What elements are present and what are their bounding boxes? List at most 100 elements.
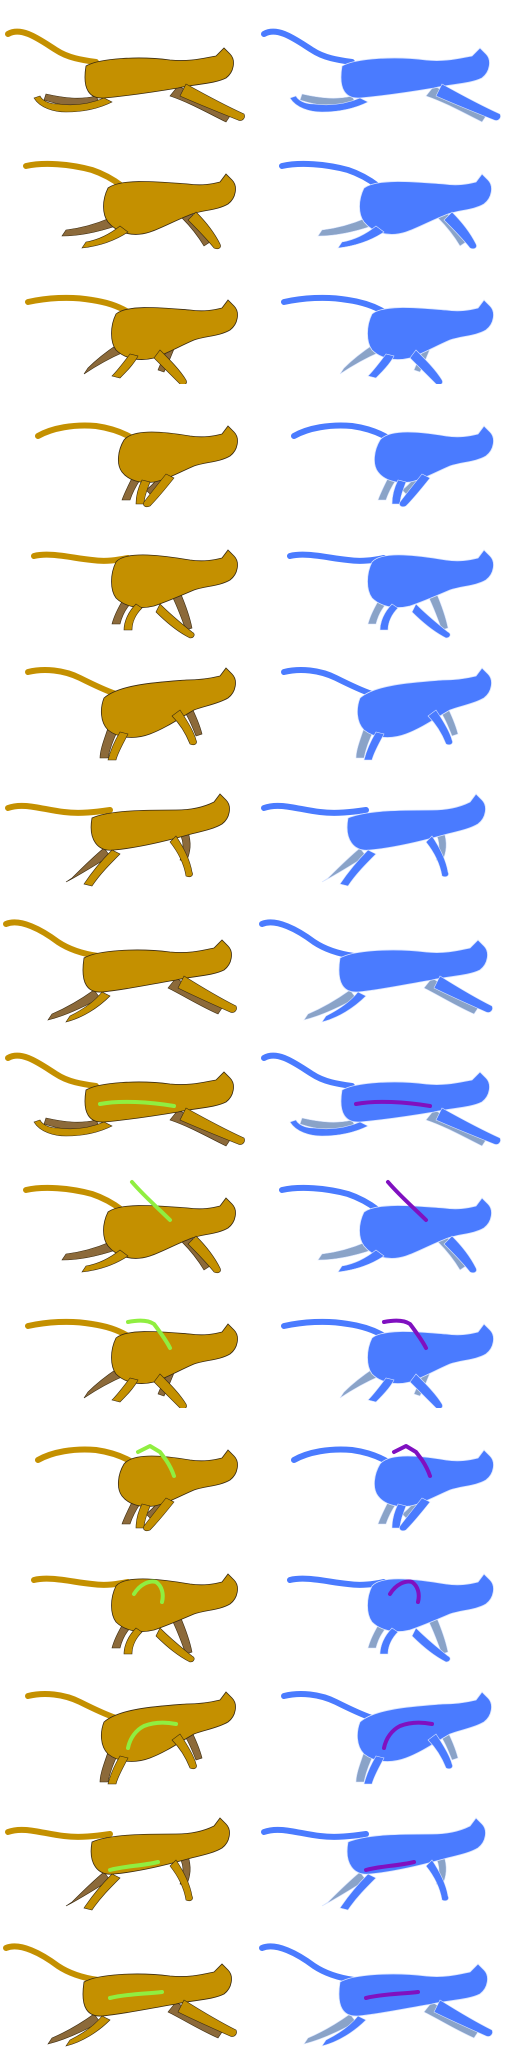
tan-cougar-far-hind-leg (121, 1501, 141, 1525)
blue-cougar-frame-4 (256, 384, 512, 512)
tan-cougar-frame-canvas (25, 294, 238, 384)
blue-cougar-sprite (281, 667, 492, 761)
tan-cougar-body (111, 1323, 238, 1384)
tan-cougar-far-hind-leg (47, 989, 101, 1021)
blue-cougar-frame-5 (256, 512, 512, 640)
tan-cougar-near-front-leg (143, 1497, 175, 1532)
blue-cougar-body (367, 1573, 494, 1632)
tan-cougar-near-front-leg (143, 473, 175, 508)
blue-cougar-near-hind-leg (363, 1755, 385, 1785)
tan-cougar-frame-canvas (25, 1318, 238, 1408)
blue-cougar-tail (261, 1826, 369, 1840)
blue-cougar-near-hind-leg (289, 95, 369, 113)
blue-cougar-far-hind-leg (377, 1501, 397, 1525)
tan-cougar-tail (5, 802, 113, 816)
tan-cougar-frame-8 (0, 896, 256, 1024)
tan-cougar-frame-13 (0, 1536, 256, 1664)
tan-cougar-body (111, 299, 238, 360)
tan-cougar-sprite (35, 1446, 238, 1532)
tan-cougar-near-hind-leg (65, 2015, 111, 2047)
blue-cougar-sprite (279, 160, 492, 250)
blue-cougar-near-front-leg (435, 83, 501, 121)
blue-cougar-sprite (259, 1943, 493, 2047)
blue-cougar-near-front-leg (427, 709, 453, 746)
blue-cougar-near-hind-leg (367, 353, 395, 379)
blue-cougar-body (367, 1323, 494, 1384)
tan-cougar-near-front-leg (153, 1373, 187, 1408)
blue-cougar-sprite (261, 793, 486, 887)
tan-cougar-tail (23, 160, 125, 189)
blue-cougar-near-hind-leg (339, 1873, 377, 1911)
blue-cougar-body (340, 1071, 490, 1123)
blue-cougar-near-hind-leg (339, 849, 377, 887)
blue-cougar-near-front-leg (435, 1107, 501, 1145)
blue-cougar-sprite (259, 919, 493, 1023)
blue-cougar-frame-1 (256, 0, 512, 128)
tan-cougar-frame-3 (0, 256, 256, 384)
tan-cougar-sprite (25, 1318, 238, 1408)
blue-cougar-near-front-leg (409, 1373, 443, 1408)
tan-cougar-frame-canvas (3, 1943, 237, 2047)
blue-cougar-frame-7 (256, 768, 512, 896)
blue-cougar-near-front-leg (425, 835, 449, 878)
blue-cougar-frame-canvas (291, 1444, 494, 1532)
tan-cougar-near-front-leg (153, 349, 187, 384)
tan-cougar-frame-7 (0, 768, 256, 896)
blue-cougar-near-front-leg (433, 975, 493, 1013)
tan-cougar-body (118, 1449, 238, 1507)
tan-cougar-tail (23, 1184, 125, 1213)
blue-cougar-frame-14 (256, 1664, 512, 1792)
blue-cougar-sprite (281, 1318, 494, 1408)
blue-cougar-frame-canvas (259, 919, 493, 1023)
blue-cougar-tail (281, 667, 375, 697)
blue-cougar-frame-canvas (261, 1817, 486, 1911)
blue-cougar-frame-canvas (279, 1180, 492, 1274)
tan-cougar-near-front-leg (155, 1627, 195, 1663)
blue-cougar-near-front-leg (411, 1627, 451, 1663)
tan-cougar-far-hind-leg (83, 1367, 125, 1399)
blue-cougar-body (356, 667, 492, 738)
blue-cougar-far-hind-leg (317, 1241, 373, 1261)
blue-cougar-far-hind-leg (321, 1871, 367, 1907)
blue-cougar-frame-12 (256, 1408, 512, 1536)
blue-cougar-tail (261, 802, 369, 816)
tan-cougar-near-front-leg (155, 603, 195, 639)
tan-cougar-far-hind-leg (65, 1871, 111, 1907)
blue-cougar-tail (281, 1318, 387, 1339)
tan-cougar-near-hind-leg (111, 1377, 139, 1403)
blue-cougar-body (359, 173, 492, 235)
blue-cougar-near-hind-leg (379, 603, 399, 631)
blue-cougar-sprite (261, 1817, 486, 1911)
blue-cougar-near-front-leg (433, 1999, 493, 2037)
tan-cougar-near-front-leg (187, 1235, 221, 1274)
tan-cougar-spine-marker (98, 1099, 176, 1108)
tan-cougar-body (82, 1963, 232, 2017)
blue-cougar-near-front-leg (425, 1859, 449, 1902)
blue-cougar-sprite (287, 1573, 494, 1663)
tan-cougar-frame-6 (0, 640, 256, 768)
tan-cougar-tail (5, 28, 99, 65)
tan-cougar-frame-canvas (3, 919, 237, 1023)
tan-cougar-frame-16 (0, 1920, 256, 2048)
blue-cougar-spine-marker (364, 1860, 416, 1872)
tan-cougar-body (118, 425, 238, 483)
tan-cougar-near-hind-leg (107, 731, 129, 761)
tan-cougar-near-front-leg (171, 709, 197, 746)
blue-cougar-near-hind-leg (289, 1119, 369, 1137)
blue-cougar-frame-canvas (261, 1052, 501, 1147)
blue-cougar-body (340, 47, 490, 99)
tan-cougar-tail (31, 551, 131, 564)
tan-cougar-far-hind-leg (99, 1751, 119, 1783)
tan-cougar-spine-marker (130, 1180, 172, 1222)
tan-cougar-body (90, 1817, 230, 1875)
blue-cougar-frame-11 (256, 1280, 512, 1408)
blue-cougar-body (338, 939, 488, 993)
blue-cougar-tail (261, 28, 355, 65)
tan-cougar-frame-canvas (23, 160, 236, 250)
tan-cougar-tail (3, 919, 101, 959)
tan-cougar-near-hind-leg (65, 991, 111, 1023)
tan-cougar-spine-marker (126, 1318, 172, 1350)
blue-cougar-near-front-leg (399, 473, 431, 508)
blue-cougar-frame-canvas (281, 294, 494, 384)
blue-cougar-frame-13 (256, 1536, 512, 1664)
